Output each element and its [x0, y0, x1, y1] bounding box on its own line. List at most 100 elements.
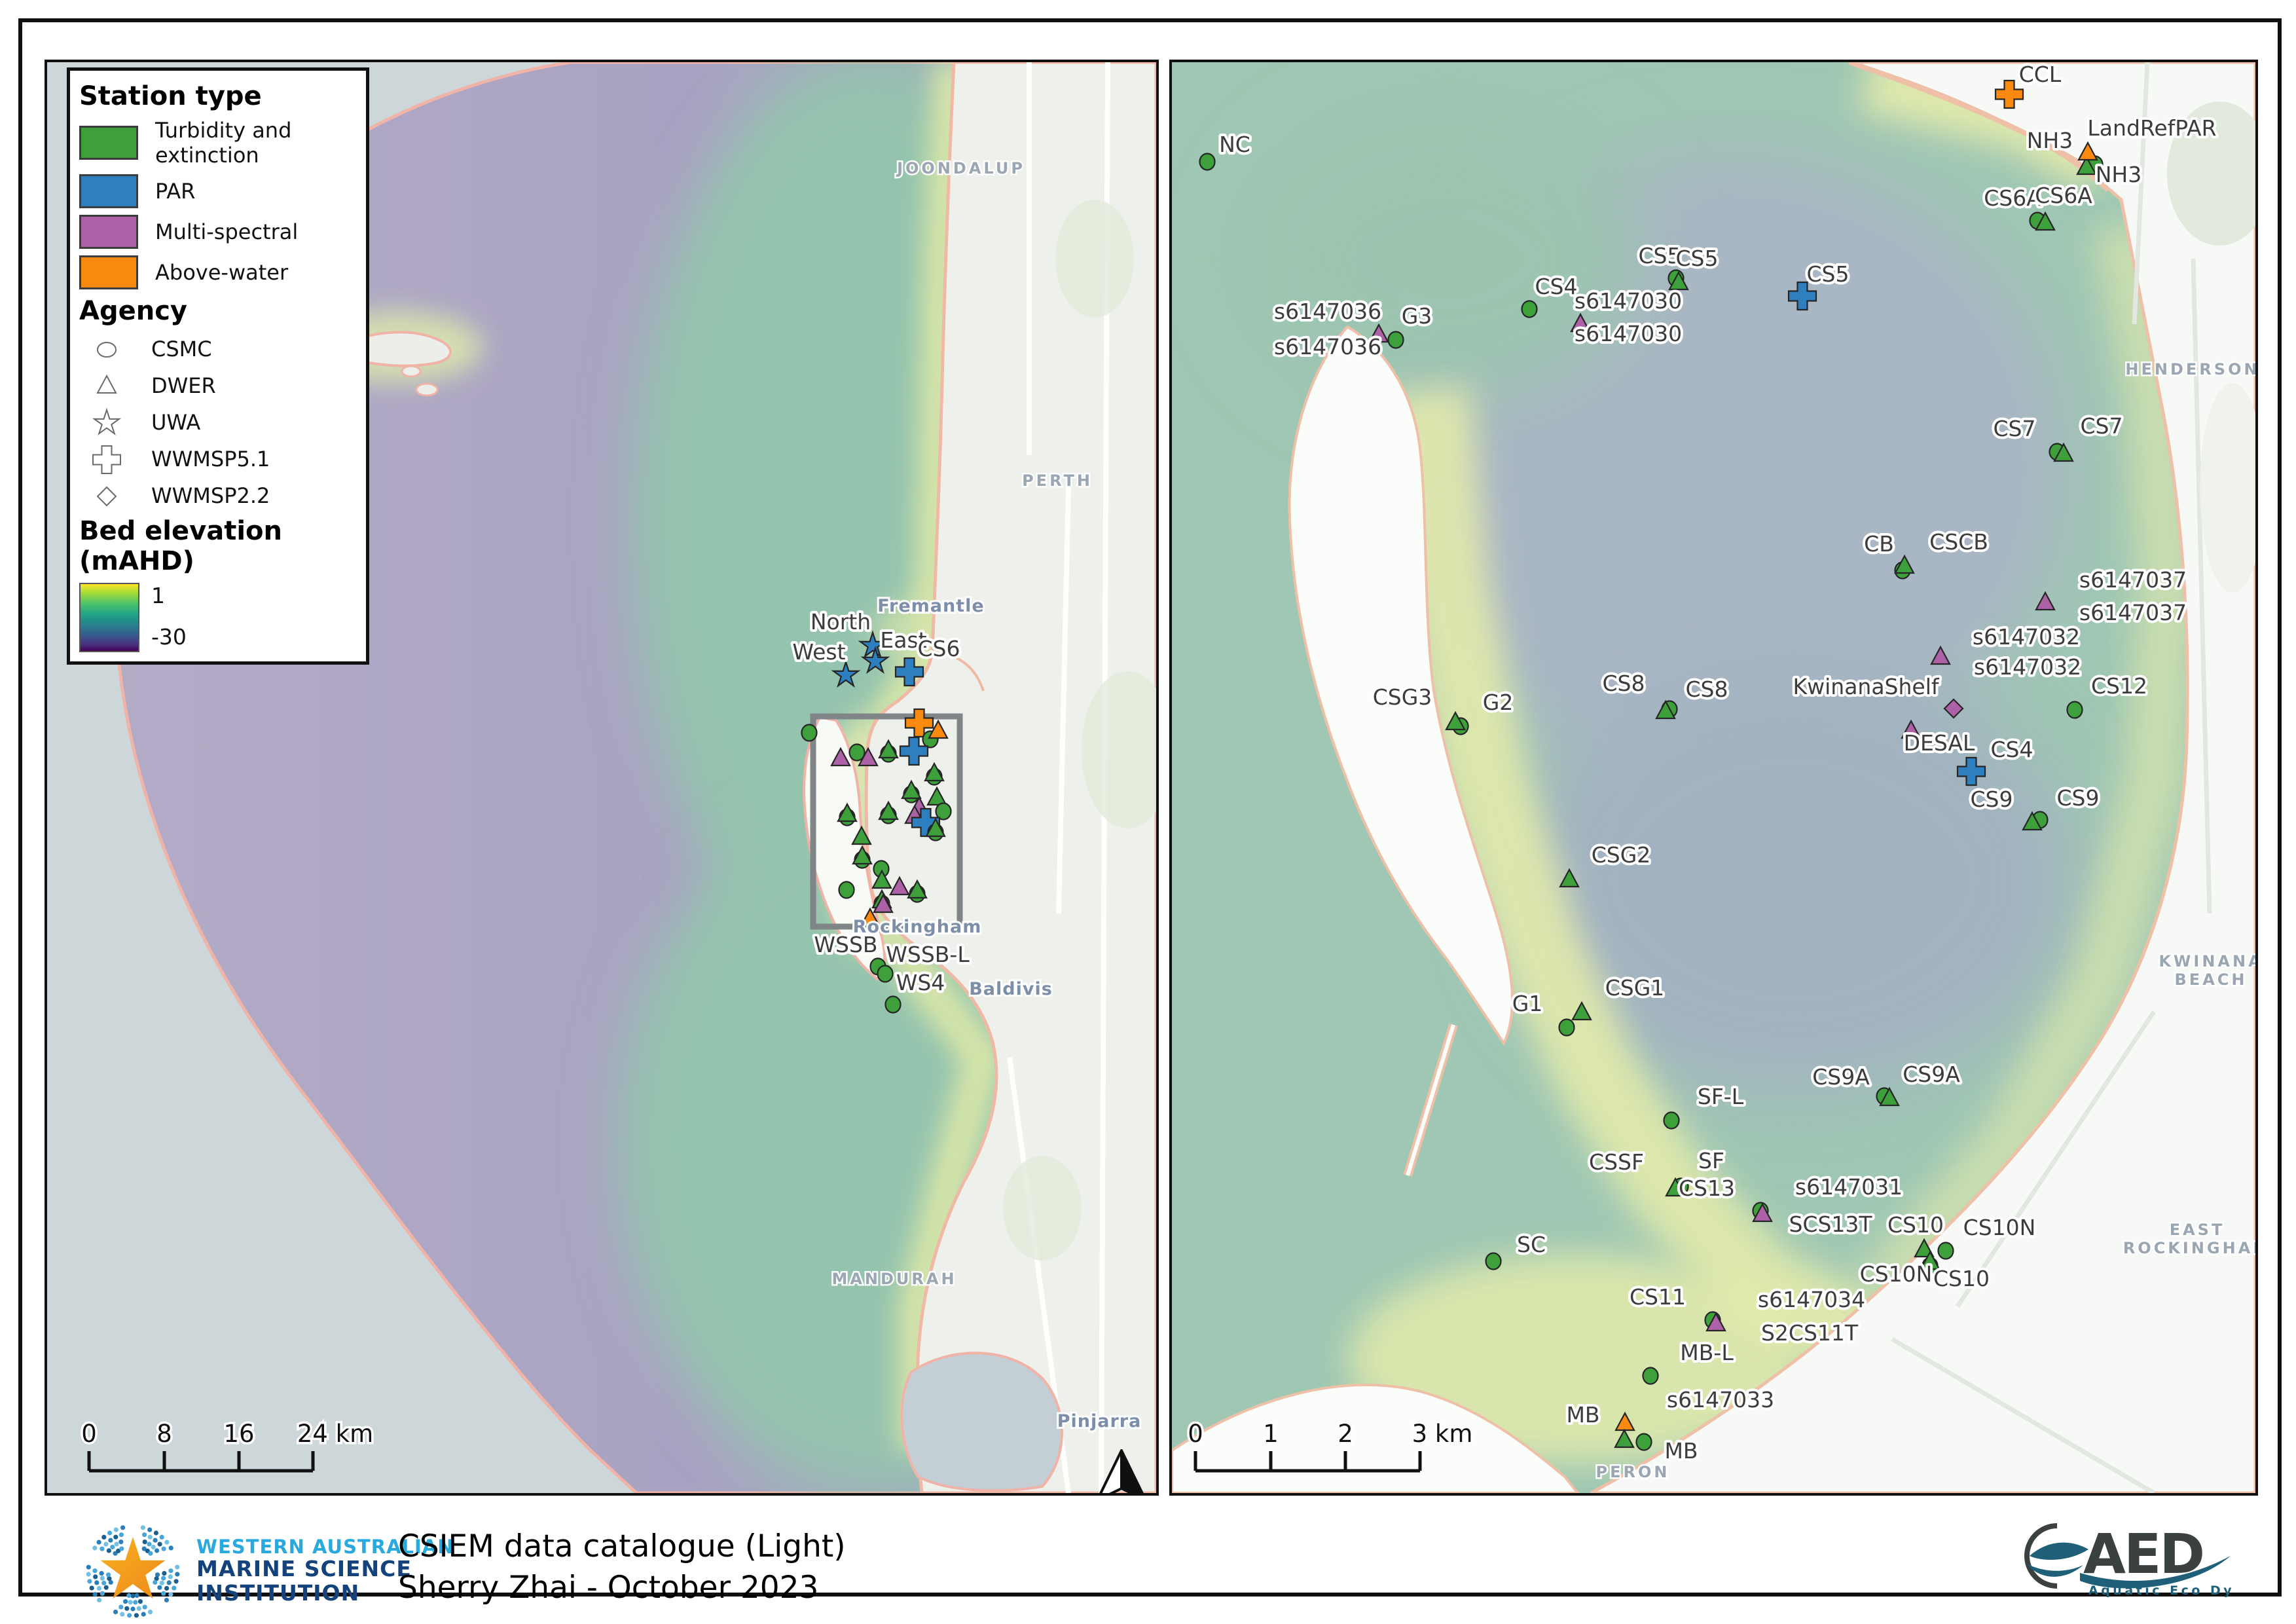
place-label: MANDURAH [831, 1270, 957, 1288]
legend-agency-label: DWER [151, 373, 216, 398]
right-scalebar: 0 1 2 3 km [1186, 1418, 1475, 1473]
station-label: LandRefPAR [2087, 115, 2216, 141]
wamsi-dot [107, 1576, 112, 1581]
legend-agency-row: CSMC [79, 333, 357, 365]
station-marker-circle-turbidity [1937, 1242, 1954, 1260]
wamsi-dot [100, 1576, 105, 1581]
station-marker-plus-par [1787, 281, 1817, 311]
station-label: CS9A [1903, 1061, 1960, 1087]
legend-station-type-row: PAR [79, 174, 357, 208]
station-marker-star-par [858, 630, 888, 659]
wamsi-dot [108, 1538, 113, 1543]
wamsi-dot [97, 1597, 102, 1603]
figure-author-date: Sherry Zhai - October 2023 [398, 1570, 819, 1606]
station-marker-triangle-turbidity [2076, 155, 2097, 175]
station-marker-triangle-turbidity [852, 845, 873, 865]
station-marker-plus-abovewater [1994, 79, 2024, 109]
station-marker-triangle-turbidity [1665, 1177, 1686, 1197]
station-label: CS10N [1860, 1261, 1933, 1287]
wamsi-dot [101, 1580, 107, 1585]
wamsi-dot [96, 1585, 101, 1591]
station-marker-triangle-turbidity [1614, 1428, 1635, 1449]
place-label: ROCKINGHAM [2123, 1239, 2255, 1257]
station-marker-triangle-turbidity [1914, 1238, 1935, 1258]
place-label: JOONDALUP [896, 159, 1025, 177]
station-marker-triangle-turbidity [924, 762, 945, 782]
wamsi-dot [159, 1534, 164, 1540]
wamsi-dot [96, 1540, 101, 1545]
wamsi-dot [154, 1576, 159, 1581]
wamsi-dot [148, 1551, 153, 1556]
station-label: CS4 [1991, 737, 2033, 762]
station-marker-triangle-turbidity [1668, 270, 1689, 291]
wamsi-dot [128, 1600, 133, 1605]
inset-extent-box [810, 713, 963, 930]
station-label: CSG2 [1592, 842, 1651, 868]
wamsi-dot [168, 1568, 173, 1574]
legend-swatch-abovewater [79, 255, 138, 289]
wamsi-dot [136, 1606, 141, 1611]
station-marker-circle-turbidity [848, 743, 866, 762]
wamsi-dot [147, 1534, 153, 1540]
wamsi-dot [155, 1572, 160, 1578]
place-label: EAST [2170, 1221, 2225, 1239]
wamsi-dot [119, 1546, 124, 1551]
legend-agency-label: WWMSP2.2 [151, 483, 270, 508]
station-marker-triangle-multispectral [1570, 312, 1591, 333]
wamsi-dot [164, 1585, 170, 1591]
wamsi-dot [142, 1540, 147, 1545]
station-label: SF [1698, 1148, 1724, 1173]
station-marker-star-par [860, 646, 890, 674]
legend-bed-title: Bed elevation (mAHD) [79, 516, 282, 576]
station-marker-triangle-turbidity [1894, 554, 1915, 574]
station-marker-circle-turbidity [1199, 153, 1216, 171]
wamsi-dot [153, 1530, 158, 1536]
station-label: CS7 [2081, 413, 2123, 439]
station-label: G1 [1512, 991, 1543, 1016]
wamsi-dot [134, 1593, 139, 1598]
station-label: s6147036 [1274, 299, 1381, 324]
wamsi-dot [113, 1534, 118, 1540]
station-marker-triangle-turbidity [1559, 868, 1580, 888]
scalebar-label: 8 [156, 1420, 172, 1448]
legend-agency-row: WWMSP5.1 [79, 443, 357, 475]
legend-agency-label: UWA [151, 410, 201, 435]
station-marker-circle-turbidity [838, 881, 855, 899]
station-marker-triangle-abovewater [860, 907, 881, 927]
wamsi-dot [140, 1525, 145, 1530]
legend-agency-label: WWMSP5.1 [151, 447, 270, 471]
legend-swatch-par [79, 174, 138, 208]
wamsi-dot [118, 1540, 124, 1545]
left-scalebar: 0 8 16 24 km [79, 1418, 376, 1473]
wamsi-dot [87, 1579, 92, 1584]
station-label: MB-L [1680, 1340, 1734, 1365]
place-label: Fremantle [877, 596, 984, 616]
wamsi-dot [173, 1579, 179, 1584]
wamsi-dot [118, 1532, 124, 1538]
station-marker-triangle-turbidity [1920, 1250, 1941, 1270]
wamsi-dot [175, 1572, 180, 1577]
scalebar-label: 24 km [297, 1420, 373, 1448]
station-label: CS5 [1676, 246, 1719, 271]
place-label: PERTH [1022, 471, 1093, 490]
wamsi-dot [153, 1579, 158, 1585]
place-label: BEACH [2175, 970, 2248, 989]
station-label: CS6A [2035, 183, 2092, 208]
overview-map: North East West CS6 WSSB WSSB-L WS4 JOONDALUP PE… [47, 62, 1156, 1493]
wamsi-dot [100, 1546, 105, 1551]
station-label: MB [1664, 1438, 1698, 1464]
station-marker-circle-turbidity [801, 724, 818, 742]
station-label: s6147032 [1973, 624, 2080, 650]
station-marker-triangle-turbidity [871, 869, 892, 889]
place-label: PERON [1596, 1463, 1670, 1481]
station-marker-triangle-turbidity [925, 817, 946, 838]
legend-swatch-turbidity [79, 126, 138, 160]
station-label: CS7 [1994, 416, 2036, 441]
station-label: CS9 [2057, 785, 2100, 811]
wamsi-dot [164, 1540, 170, 1545]
figure-title: CSIEM data catalogue (Light) [398, 1528, 846, 1564]
wamsi-dot [151, 1544, 156, 1550]
station-marker-triangle-turbidity [1571, 1001, 1592, 1021]
